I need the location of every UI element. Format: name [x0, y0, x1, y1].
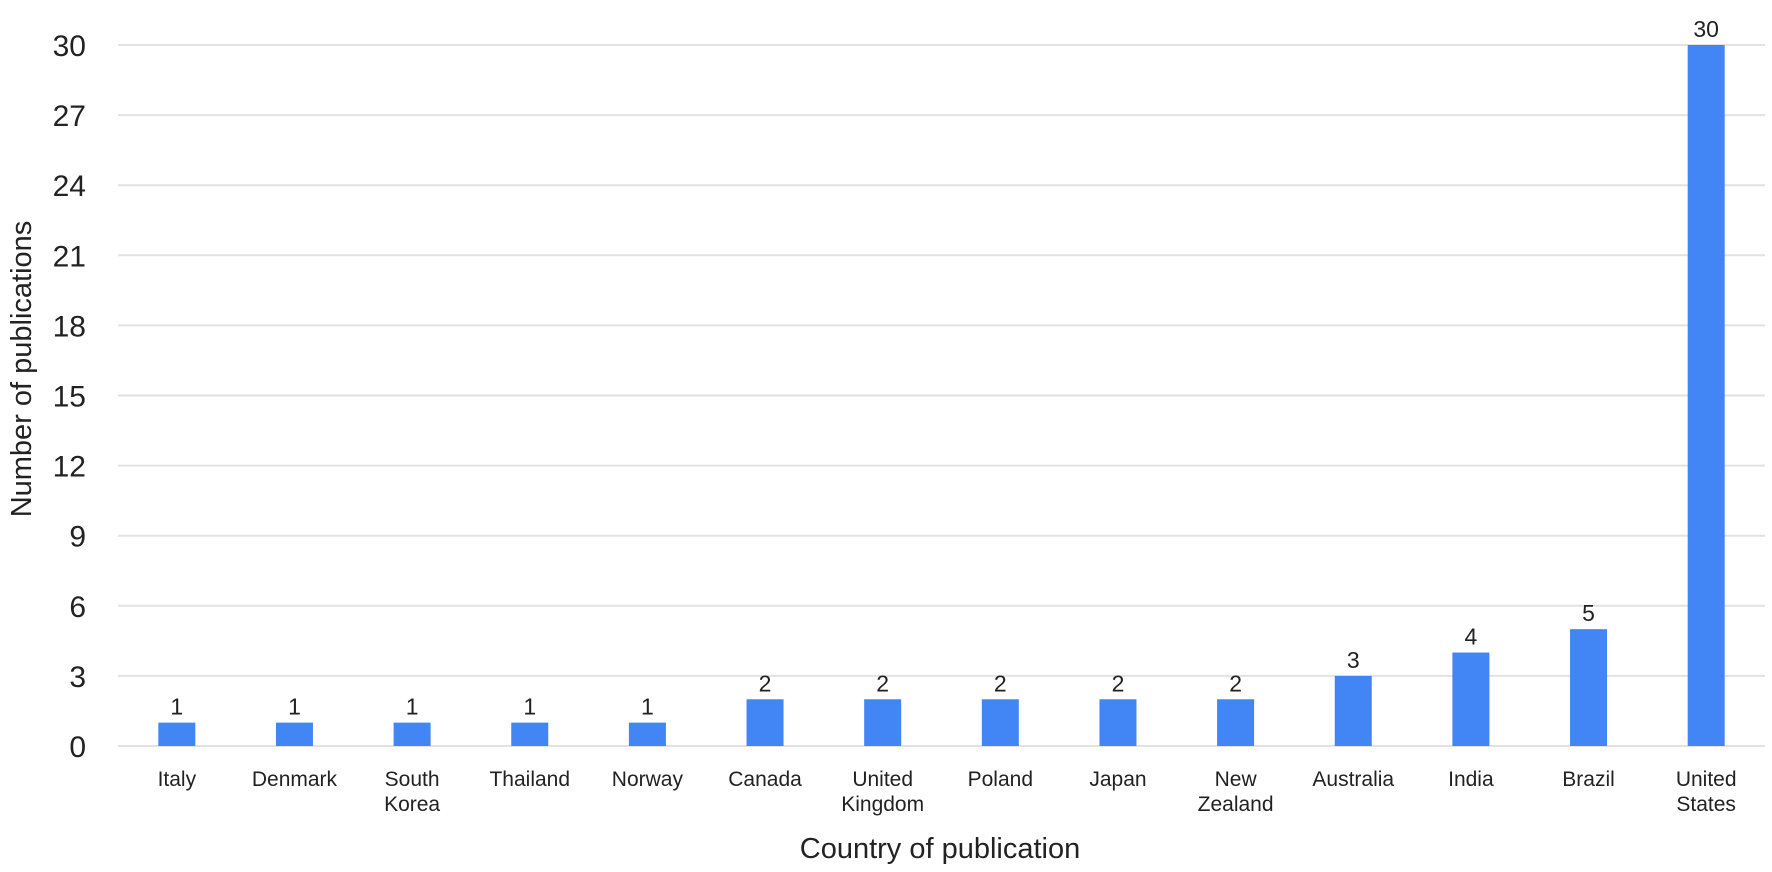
bar: [981, 699, 1019, 746]
x-tick-label: Korea: [384, 793, 440, 816]
x-tick-label: Italy: [158, 768, 197, 791]
y-tick-label: 6: [69, 591, 86, 624]
bar: [1099, 699, 1137, 746]
data-label: 1: [523, 694, 536, 720]
data-label: 4: [1464, 624, 1477, 650]
x-tick-label: Norway: [612, 768, 684, 791]
x-tick-label: Kingdom: [841, 793, 924, 816]
gridlines: [118, 44, 1765, 747]
x-tick-label: Denmark: [252, 768, 338, 791]
y-tick-label: 12: [53, 451, 86, 484]
x-axis-title: Country of publication: [800, 833, 1081, 865]
data-label: 2: [1112, 670, 1125, 696]
x-tick-label: India: [1448, 768, 1494, 791]
data-label: 2: [994, 670, 1007, 696]
data-label: 1: [170, 694, 183, 720]
y-tick-label: 27: [53, 100, 86, 133]
bar: [1334, 675, 1372, 746]
y-tick-label: 18: [53, 310, 86, 343]
data-label: 1: [641, 694, 654, 720]
data-label: 2: [759, 670, 772, 696]
x-tick-label: New: [1215, 768, 1258, 791]
data-label: 2: [1229, 670, 1242, 696]
y-tick-label: 21: [53, 240, 86, 273]
y-axis-ticks: 0 3 6 9 12 15 18 21 24 27 30: [53, 30, 86, 764]
bars: [158, 45, 1725, 746]
y-tick-label: 3: [69, 661, 86, 694]
x-tick-label: Japan: [1089, 768, 1146, 791]
bar: [393, 722, 431, 746]
bar: [158, 722, 196, 746]
bar: [1687, 45, 1725, 746]
bar: [1452, 652, 1490, 746]
data-label: 5: [1582, 600, 1595, 626]
y-tick-label: 30: [53, 30, 86, 63]
bar: [628, 722, 666, 746]
data-label: 2: [876, 670, 889, 696]
y-tick-label: 9: [69, 521, 86, 554]
y-axis-title: Number of publications: [6, 221, 38, 518]
bar: [275, 722, 313, 746]
data-label: 3: [1347, 647, 1360, 673]
x-tick-label: Brazil: [1562, 768, 1615, 791]
x-tick-label: South: [385, 768, 440, 791]
x-tick-label: Canada: [728, 768, 802, 791]
bar: [1570, 629, 1608, 746]
bar: [511, 722, 549, 746]
data-label: 1: [406, 694, 419, 720]
data-labels: 1 1 1 1 1 2 2 2 2 2 3 4 5 30: [170, 16, 1719, 720]
x-tick-label: United: [852, 768, 913, 791]
y-tick-label: 0: [69, 731, 86, 764]
bar: [746, 699, 784, 746]
bar: [864, 699, 902, 746]
x-tick-label: Australia: [1312, 768, 1394, 791]
x-tick-label: Thailand: [489, 768, 570, 791]
y-tick-label: 15: [53, 381, 86, 414]
x-tick-label: United: [1676, 768, 1737, 791]
data-label: 1: [288, 694, 301, 720]
bar: [1217, 699, 1255, 746]
x-tick-label: Poland: [968, 768, 1033, 791]
x-tick-label: Zealand: [1198, 793, 1274, 816]
data-label: 30: [1693, 16, 1719, 42]
y-tick-label: 24: [53, 170, 86, 203]
x-tick-label: States: [1676, 793, 1736, 816]
